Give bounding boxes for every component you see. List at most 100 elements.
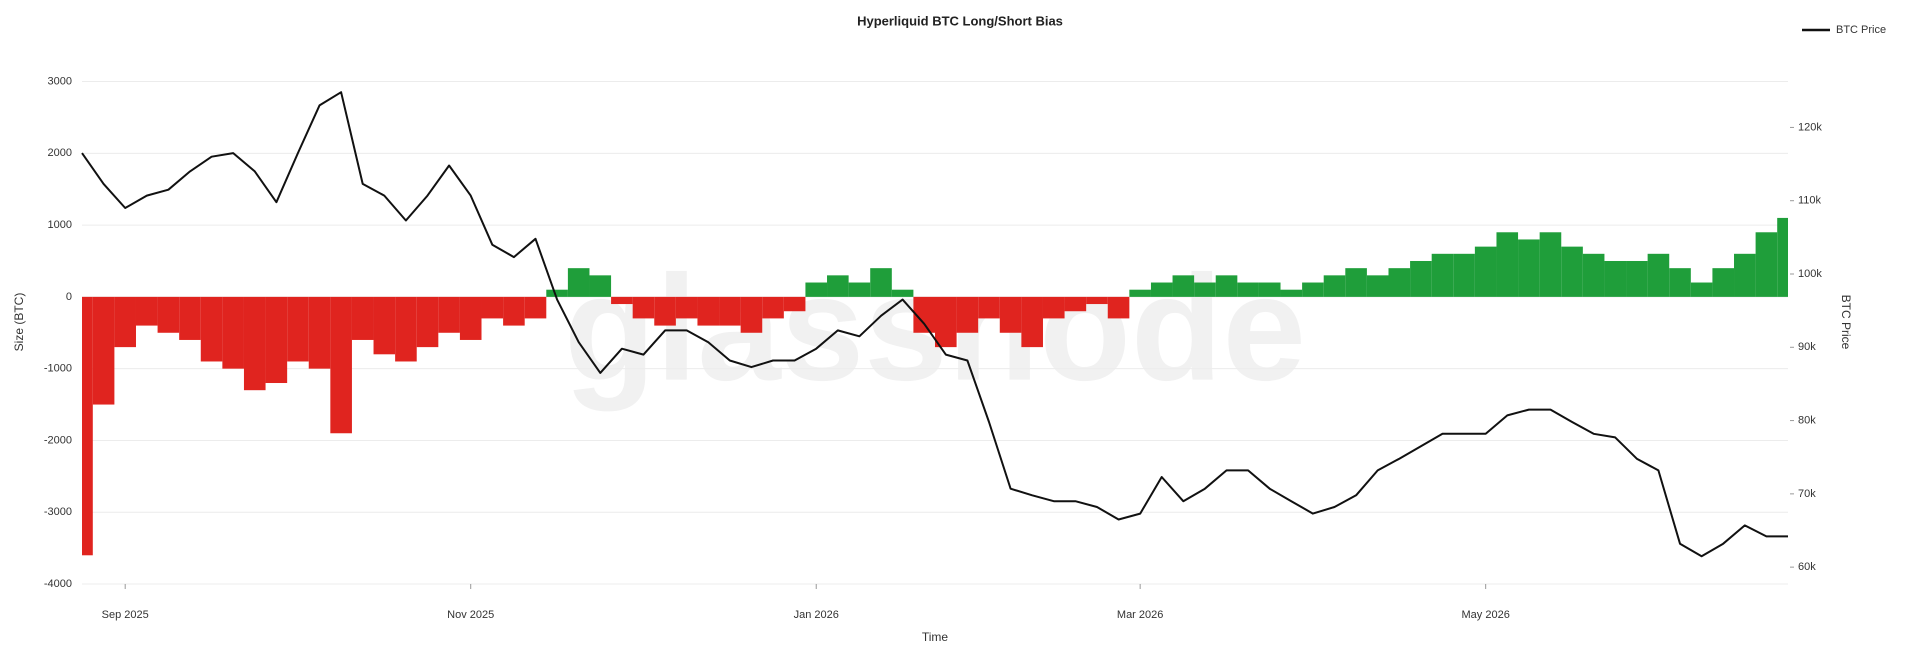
price-line: [81, 91, 1788, 558]
bias-bar: [567, 268, 590, 297]
bias-bar: [1280, 289, 1303, 297]
bias-bar: [1453, 253, 1475, 297]
bias-bar: [1690, 282, 1713, 297]
x-tick-label: May 2026: [1462, 609, 1510, 621]
bias-bar: [524, 296, 547, 319]
y-tick-label: -1000: [44, 363, 72, 375]
bias-bar: [200, 296, 223, 362]
bias-bar: [1129, 289, 1151, 297]
bias-bar: [243, 296, 266, 391]
x-tick-label: Sep 2025: [102, 609, 149, 621]
bias-bar: [1258, 282, 1281, 297]
bias-bar: [459, 296, 482, 340]
bias-bar: [395, 296, 417, 362]
y-tick-label: 1000: [48, 219, 72, 231]
legend-label[interactable]: BTC Price: [1836, 24, 1886, 36]
bias-bar: [654, 296, 676, 326]
bias-bar: [1647, 253, 1670, 297]
bias-bar: [308, 296, 331, 369]
bias-bar: [1539, 232, 1562, 297]
bias-bar: [783, 296, 806, 312]
bias-bar: [1496, 232, 1519, 297]
bias-bar: [114, 296, 136, 348]
bias-bar: [1150, 282, 1173, 297]
bias-bar: [1604, 260, 1627, 297]
bias-bar: [503, 296, 525, 326]
bias-bar: [999, 296, 1022, 333]
bias-bar: [157, 296, 180, 333]
bias-bar: [1518, 239, 1540, 297]
bias-bar: [1410, 260, 1432, 297]
bias-bar: [697, 296, 720, 326]
bias-bar: [1194, 282, 1216, 297]
y2-tick-label: 70k: [1798, 488, 1816, 500]
bias-bar: [1172, 275, 1195, 297]
y2-tick-label: 80k: [1798, 414, 1816, 426]
bias-bar: [1021, 296, 1043, 348]
bias-bar: [179, 296, 201, 340]
bias-bar: [92, 296, 115, 405]
bias-bar: [373, 296, 396, 355]
y2-axis-label: BTC Price: [1839, 295, 1853, 350]
x-tick-label: Jan 2026: [794, 609, 839, 621]
x-axis-label: Time: [922, 630, 949, 644]
bias-bar: [1712, 268, 1735, 297]
bias-bar: [1215, 275, 1238, 297]
bias-bar: [265, 296, 288, 384]
y2-tick-label: 90k: [1798, 341, 1816, 353]
x-tick-label: Mar 2026: [1117, 609, 1163, 621]
bias-bar: [1669, 268, 1691, 297]
chart-title: Hyperliquid BTC Long/Short Bias: [857, 13, 1063, 28]
y2-tick-label: 110k: [1798, 195, 1822, 207]
bias-bar: [481, 296, 504, 319]
bias-bar: [438, 296, 460, 333]
bias-bar: [956, 296, 979, 333]
bias-bar: [351, 296, 374, 340]
y-tick-label: 2000: [48, 147, 72, 159]
y-tick-label: -3000: [44, 506, 72, 518]
bias-bar: [1237, 282, 1259, 297]
bias-bar: [1582, 253, 1605, 297]
x-tick-label: Nov 2025: [447, 609, 494, 621]
bias-bar: [1064, 296, 1087, 312]
y2-tick-label: 120k: [1798, 121, 1822, 133]
bias-bar: [848, 282, 871, 297]
bias-bar: [330, 296, 352, 434]
bias-bar: [935, 296, 957, 348]
y-tick-label: -4000: [44, 578, 72, 590]
bias-bar: [632, 296, 655, 319]
bias-bar: [1107, 296, 1130, 319]
y2-tick-label: 100k: [1798, 268, 1822, 280]
bias-bar: [546, 289, 568, 297]
bias-bar: [675, 296, 698, 319]
bias-bar: [1302, 282, 1324, 297]
bias-bar: [913, 296, 935, 333]
bias-bar: [891, 289, 914, 297]
bias-bar: [1042, 296, 1065, 319]
bias-bar: [1431, 253, 1454, 297]
bias-bar: [1366, 275, 1389, 297]
bias-bar: [827, 275, 849, 297]
bias-bar: [416, 296, 439, 348]
bias-bar: [1777, 217, 1788, 297]
y2-tick-label: 60k: [1798, 561, 1816, 573]
bias-bar: [870, 268, 892, 297]
bias-bar: [1323, 275, 1346, 297]
bias-bar: [1345, 268, 1367, 297]
bias-bar: [1561, 246, 1583, 297]
bias-bar: [1755, 232, 1778, 297]
bias-bar: [1626, 260, 1648, 297]
bias-bar: [222, 296, 244, 369]
y-axis-label: Size (BTC): [12, 293, 26, 352]
bias-bar: [611, 296, 633, 305]
bias-bar: [287, 296, 309, 362]
bias-bar: [805, 282, 828, 297]
y-tick-label: 3000: [48, 75, 72, 87]
bias-bar: [762, 296, 784, 319]
bias-bar: [719, 296, 741, 326]
y-tick-label: -2000: [44, 434, 72, 446]
y-tick-label: 0: [66, 291, 72, 303]
bias-bar: [135, 296, 158, 326]
bias-bar: [1734, 253, 1756, 297]
